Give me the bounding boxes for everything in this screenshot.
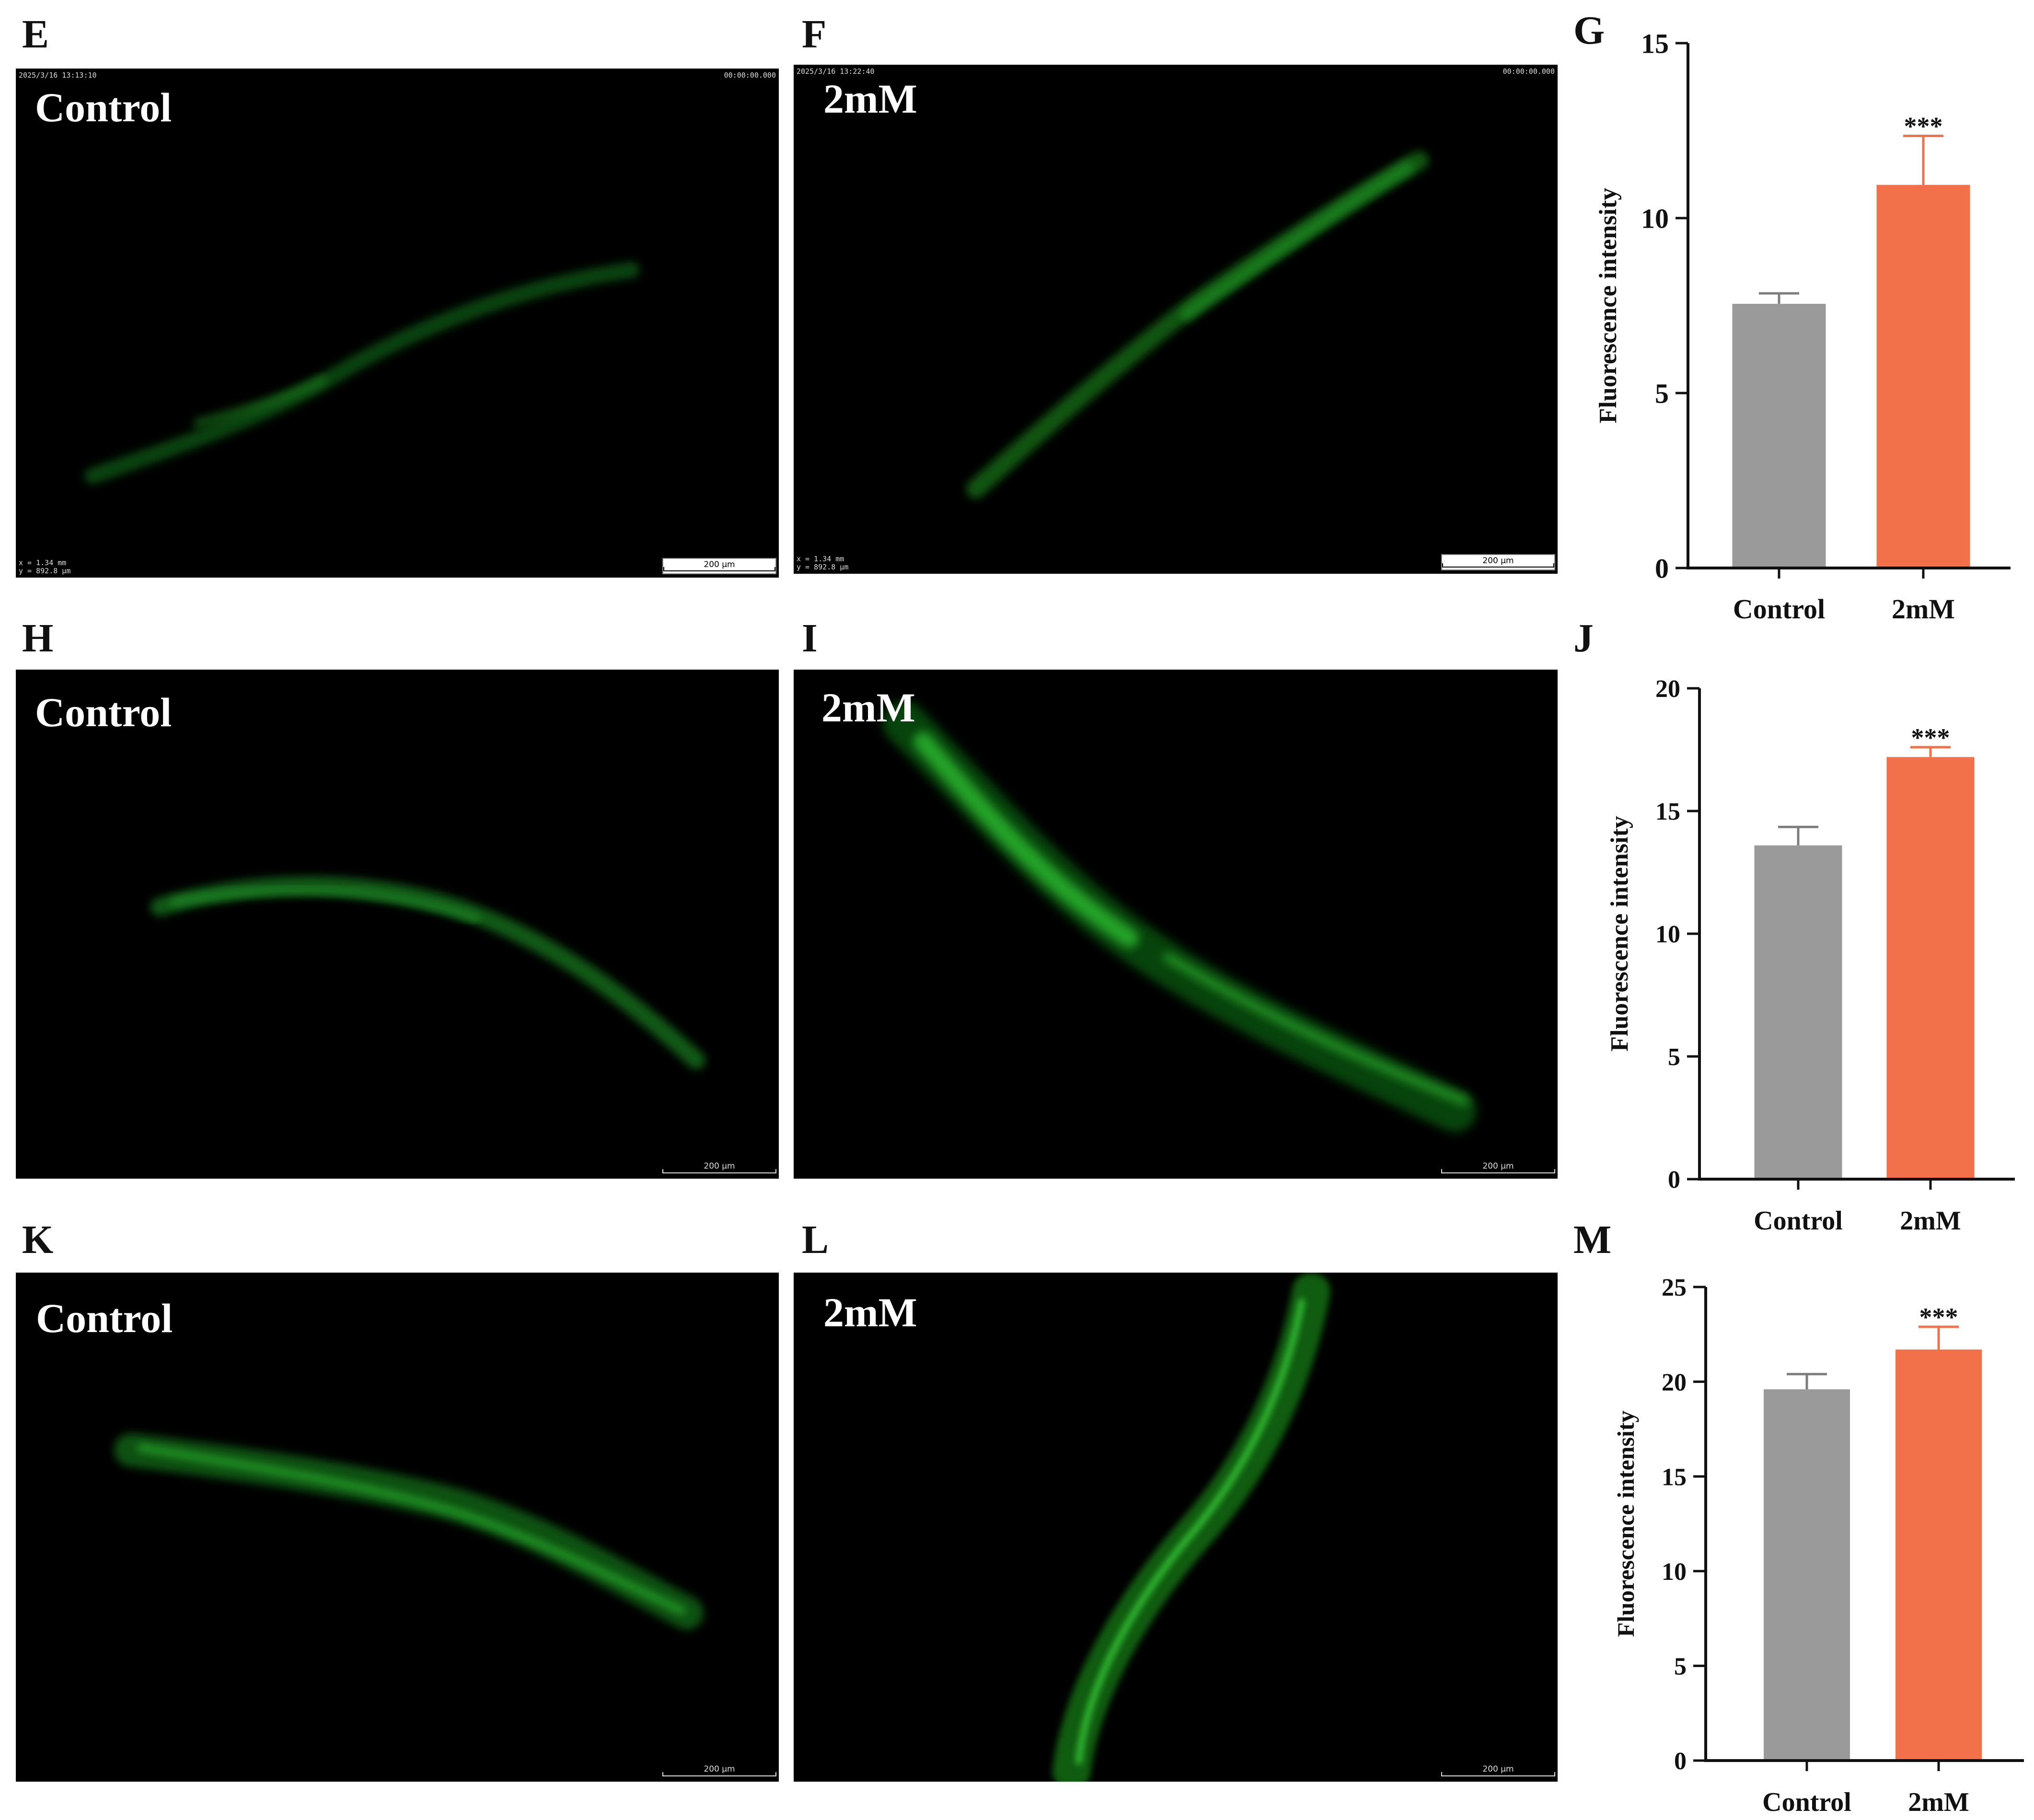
significance-j-1: *** — [1911, 723, 1950, 752]
y-tick-label-m-5: 5 — [1674, 1653, 1687, 1681]
panel-letter-k: K — [22, 1217, 54, 1262]
y-tick-label-g-5: 5 — [1655, 378, 1669, 409]
timer-f: 00:00:00.000 — [1502, 67, 1555, 76]
scale-bar-label-k: 200 µm — [704, 1764, 735, 1774]
bar-chart-g-svg: Control *** 2mM 0 5 10 15 Fluorescence intensit… — [1595, 28, 2011, 625]
micrograph-h: Control 200 µm — [16, 670, 779, 1179]
y-tick-label-m-0: 0 — [1674, 1748, 1687, 1775]
y-tick-label-m-25: 25 — [1662, 1274, 1687, 1301]
y-axis-title-m: Fluorescence intensity — [1612, 1411, 1639, 1637]
x-tick-label-j-1: 2mM — [1900, 1206, 1961, 1236]
condition-label-e: Control — [35, 84, 172, 130]
coords-e: x = 1.34 mm y = 892.8 µm — [19, 558, 71, 575]
scale-bar-l: 200 µm — [1441, 1764, 1555, 1778]
worm-image-f — [966, 151, 1429, 498]
x-tick-label-m-1: 2mM — [1908, 1787, 1969, 1817]
timestamp-e: 2025/3/16 13:13:10 — [19, 71, 97, 80]
bar-m-0 — [1764, 1389, 1850, 1761]
micrograph-f: 2025/3/16 13:22:40 00:00:00.000 x = 1.34… — [794, 65, 1558, 574]
condition-label-h: Control — [35, 689, 172, 735]
y-tick-label-j-5: 5 — [1668, 1043, 1680, 1071]
scale-bar-label-h: 200 µm — [704, 1161, 735, 1171]
condition-label-i: 2mM — [821, 684, 915, 730]
bar-g-1 — [1876, 185, 1970, 568]
bar-chart-m-svg: Control *** 2mM 0 5 10 15 20 25 Fluorescence inte… — [1612, 1274, 2024, 1817]
panel-letter-e: E — [22, 12, 49, 57]
worm-image-k — [114, 1433, 704, 1630]
scale-bar-label-f: 200 µm — [1482, 556, 1514, 566]
worm-image-l — [1052, 1273, 1330, 1782]
scale-bar-i: 200 µm — [1441, 1161, 1555, 1175]
worm-image-i — [882, 701, 1477, 1132]
scale-bar-f: 200 µm — [1441, 554, 1555, 570]
bar-m-1 — [1895, 1349, 1982, 1761]
y-tick-label-g-15: 15 — [1641, 28, 1669, 59]
y-tick-label-g-10: 10 — [1641, 203, 1669, 234]
micrograph-e: 2025/3/16 13:13:10 00:00:00.000 x = 1.34… — [16, 69, 779, 578]
bar-chart-j: Control *** 2mM 0 5 10 15 20 Fluorescence intens… — [1582, 666, 2032, 1246]
timer-e: 00:00:00.000 — [724, 71, 776, 80]
x-tick-label-m-0: Control — [1762, 1787, 1851, 1817]
bar-chart-g: Control *** 2mM 0 5 10 15 Fluorescence intensit… — [1582, 19, 2032, 642]
panel-letter-f: F — [802, 12, 827, 57]
panel-letter-m: M — [1573, 1217, 1612, 1262]
y-tick-label-g-0: 0 — [1655, 553, 1669, 584]
y-tick-label-j-10: 10 — [1655, 921, 1680, 948]
bar-j-0 — [1754, 845, 1842, 1179]
panel-letter-j: J — [1573, 616, 1594, 661]
bar-j-1 — [1886, 757, 1975, 1179]
y-tick-label-m-15: 15 — [1662, 1463, 1687, 1491]
bar-g-0 — [1732, 303, 1826, 568]
x-tick-label-g-1: 2mM — [1892, 593, 1955, 625]
scale-bar-h: 200 µm — [662, 1161, 776, 1175]
x-tick-label-g-0: Control — [1733, 593, 1825, 625]
significance-g-1: *** — [1904, 112, 1943, 140]
coords-f: x = 1.34 mm y = 892.8 µm — [797, 555, 849, 571]
y-tick-label-m-10: 10 — [1662, 1558, 1687, 1586]
panel-letter-i: I — [802, 616, 818, 661]
worm-image-e — [84, 262, 640, 484]
y-tick-label-j-15: 15 — [1655, 798, 1680, 825]
significance-m-1: *** — [1919, 1303, 1958, 1332]
condition-label-k: Control — [36, 1295, 173, 1341]
bar-chart-m: Control *** 2mM 0 5 10 15 20 25 Fluorescence inte… — [1582, 1265, 2032, 1817]
panel-letter-g: G — [1573, 8, 1605, 53]
condition-label-l: 2mM — [823, 1289, 917, 1335]
y-tick-label-j-20: 20 — [1655, 675, 1680, 703]
y-tick-label-m-20: 20 — [1662, 1369, 1687, 1396]
timestamp-f: 2025/3/16 13:22:40 — [797, 67, 875, 76]
worm-image-h — [150, 876, 705, 1069]
condition-label-f: 2mM — [823, 76, 917, 122]
scale-bar-label-i: 200 µm — [1482, 1161, 1514, 1171]
scale-bar-e: 200 µm — [662, 558, 776, 574]
scale-bar-label-e: 200 µm — [704, 560, 735, 569]
micrograph-l: 2mM 200 µm — [794, 1273, 1558, 1782]
y-tick-label-j-0: 0 — [1668, 1166, 1680, 1194]
y-axis-title-g: Fluorescence intensity — [1595, 188, 1622, 424]
x-tick-label-j-0: Control — [1754, 1206, 1843, 1236]
scale-bar-k: 200 µm — [662, 1764, 776, 1778]
bar-chart-j-svg: Control *** 2mM 0 5 10 15 20 Fluorescence intens… — [1606, 675, 2015, 1236]
micrograph-i: 2mM 200 µm — [794, 670, 1558, 1179]
panel-letter-h: H — [22, 616, 54, 661]
panel-letter-l: L — [802, 1217, 829, 1262]
y-axis-title-j: Fluorescence intensity — [1606, 816, 1633, 1052]
scale-bar-label-l: 200 µm — [1482, 1764, 1514, 1774]
micrograph-k: Control 200 µm — [16, 1273, 779, 1782]
